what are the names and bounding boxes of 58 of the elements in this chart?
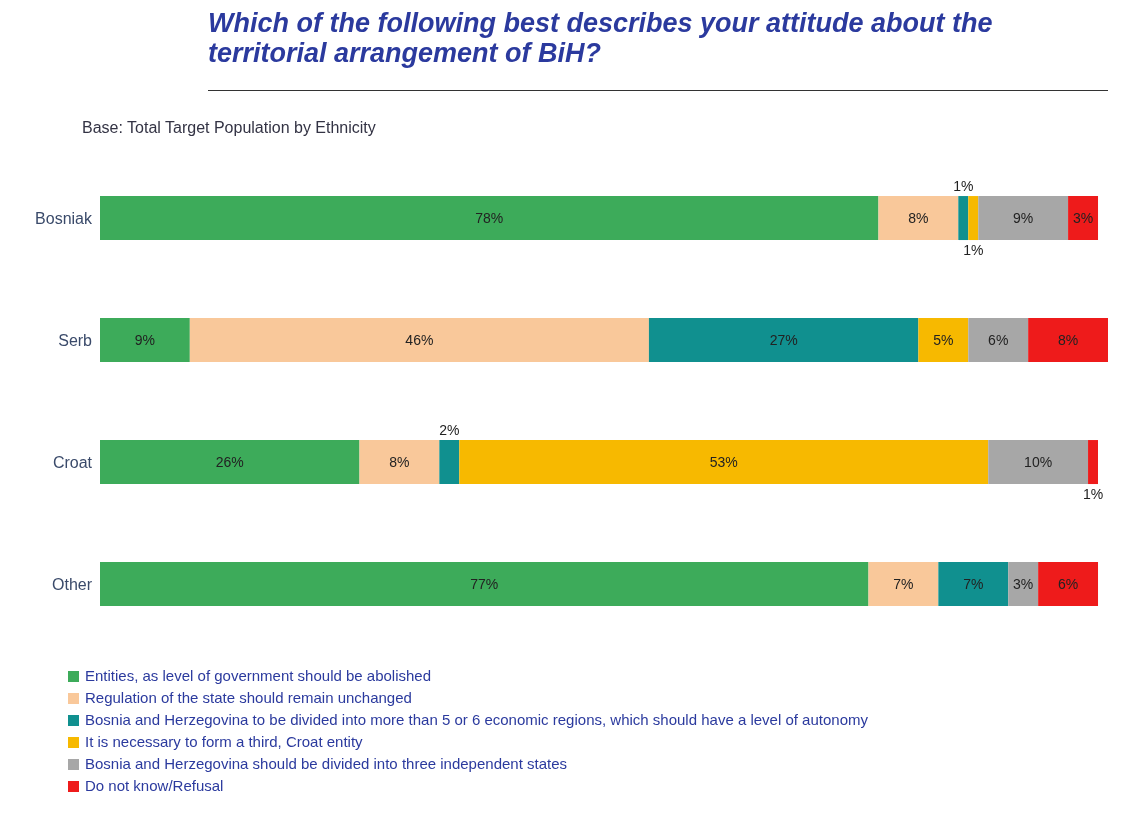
data-label: 2% (439, 422, 460, 439)
legend-label: Do not know/Refusal (85, 776, 224, 796)
bar (918, 318, 969, 363)
data-label: 3% (1013, 576, 1034, 593)
bar (100, 440, 360, 485)
bar (968, 318, 1029, 363)
bar (459, 440, 989, 485)
data-label: 9% (1013, 210, 1034, 227)
y-tick-label: Croat (52, 453, 93, 471)
data-label: 1% (963, 242, 984, 259)
data-label: 53% (709, 454, 738, 471)
y-tick-label: Bosniak (35, 209, 93, 227)
bar (1068, 196, 1099, 241)
legend-label: Regulation of the state should remain unchanged (85, 688, 412, 708)
chart-subtitle: Base: Total Target Population by Ethnicity (82, 119, 377, 137)
legend-label: It is necessary to form a third, Croat entity (85, 732, 363, 752)
bar (988, 440, 1089, 485)
data-label: 8% (389, 454, 410, 471)
data-label: 7% (963, 576, 984, 593)
bar (868, 562, 939, 607)
bar (958, 196, 969, 241)
data-label: 77% (470, 576, 499, 593)
data-label: 7% (893, 576, 914, 593)
bar (359, 440, 440, 485)
data-label: 1% (953, 178, 974, 195)
bar (648, 318, 919, 363)
y-tick-label: Serb (58, 331, 93, 349)
bar (100, 196, 879, 241)
bar (968, 196, 979, 241)
data-label: 46% (405, 332, 434, 349)
bar (1088, 440, 1099, 485)
data-label: 3% (1072, 210, 1094, 227)
data-label: 6% (1057, 576, 1079, 593)
bar (1028, 318, 1108, 363)
data-label: 26% (215, 454, 244, 471)
bar (100, 562, 869, 607)
data-label: 10% (1024, 454, 1053, 471)
bar (1038, 562, 1099, 607)
data-label: 5% (933, 332, 954, 349)
legend-label: Entities, as level of government should be abolished (85, 666, 432, 686)
data-label: 27% (769, 332, 798, 349)
data-label: 6% (988, 332, 1009, 349)
chart-title: Which of the following best describes your attitude about the territorial arrangement of BiH? (208, 8, 1108, 91)
data-label: 9% (134, 332, 156, 349)
legend-label: Bosnia and Herzegovina should be divided into three independent states (85, 754, 568, 774)
bar (978, 196, 1069, 241)
bar (1008, 562, 1039, 607)
data-label: 8% (908, 210, 929, 227)
bar (938, 562, 1009, 607)
data-label: 1% (1082, 486, 1104, 503)
legend-label: Bosnia and Herzegovina to be divided into more than 5 or 6 economic regions, which should have a level of autonomy (85, 710, 868, 730)
bar (100, 318, 190, 363)
data-label: 8% (1057, 332, 1079, 349)
y-tick-label: Other (51, 575, 93, 593)
bar (189, 318, 649, 363)
data-label: 78% (475, 210, 504, 227)
bar (439, 440, 460, 485)
bar (878, 196, 959, 241)
